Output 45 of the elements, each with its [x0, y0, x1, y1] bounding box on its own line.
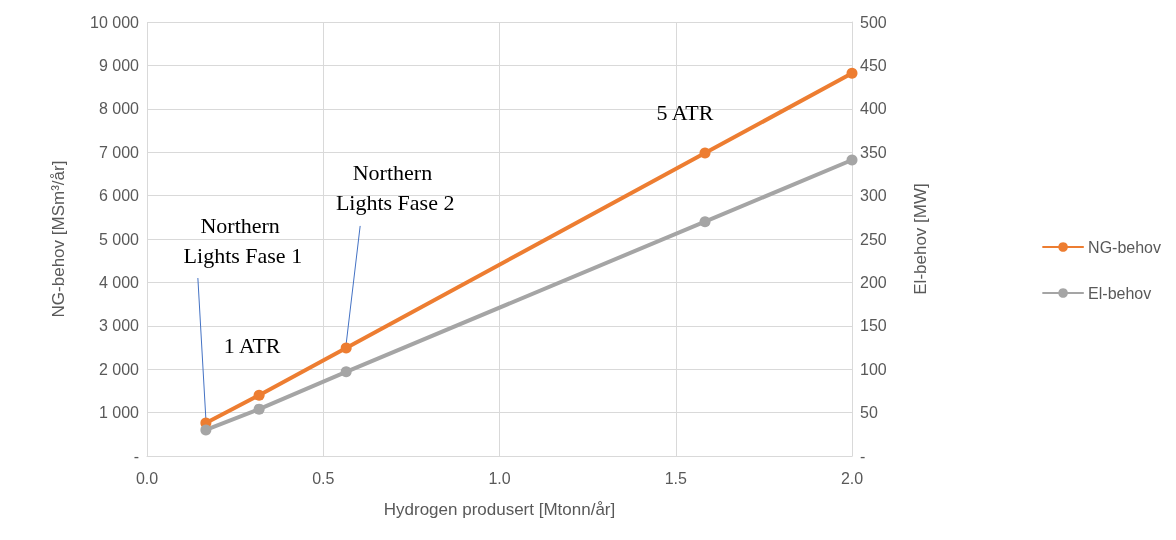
x-tick-label: 0.5: [312, 469, 335, 487]
y-tick-label: 10 000: [90, 13, 140, 31]
y2-tick-label: 450: [860, 56, 887, 74]
point: [846, 154, 858, 166]
y-tick-label: 8 000: [98, 100, 140, 118]
y-tick-label: 6 000: [98, 187, 140, 205]
y2-tick-label: -: [860, 447, 866, 465]
point: [340, 366, 352, 378]
y2-tick-label: 400: [860, 100, 887, 118]
point: [846, 67, 858, 79]
point: [699, 216, 711, 228]
annotation: 5 ATR: [656, 99, 714, 125]
legend-label: NG-behov: [1088, 238, 1161, 256]
y-tick-label: 4 000: [98, 273, 140, 291]
y2-tick-label: 150: [860, 317, 887, 335]
y-tick-label: 9 000: [98, 56, 140, 74]
y-tick-label: 1 000: [98, 404, 140, 422]
annotation: Northern Lights Fase 1: [183, 212, 303, 268]
y2-tick-label: 50: [860, 404, 878, 422]
point: [699, 147, 711, 159]
point: [340, 342, 352, 354]
y2-tick-label: 500: [860, 13, 887, 31]
y-axis-title: NG-behov [MSm³/år]: [49, 160, 68, 318]
point: [200, 424, 212, 436]
y2-axis-title: El-behov [MW]: [911, 183, 930, 295]
x-tick-label: 1.5: [664, 469, 687, 487]
y-tick-label: -: [133, 447, 139, 465]
y-tick-label: 5 000: [98, 230, 140, 248]
y-tick-label: 3 000: [98, 317, 140, 335]
y2-tick-label: 300: [860, 187, 887, 205]
y-tick-label: 7 000: [98, 143, 140, 161]
y2-tick-label: 350: [860, 143, 887, 161]
legend-label: El-behov: [1088, 284, 1152, 302]
y2-tick-label: 200: [860, 273, 887, 291]
x-tick-label: 2.0: [840, 469, 864, 487]
y-tick-label: 2 000: [98, 360, 140, 378]
y2-tick-label: 100: [860, 360, 887, 378]
x-axis-title: Hydrogen produsert [Mtonn/år]: [383, 500, 616, 519]
point: [253, 389, 265, 401]
y2-tick-label: 250: [860, 230, 887, 248]
annotation: 1 ATR: [223, 332, 281, 358]
x-tick-label: 0.0: [135, 469, 159, 487]
annotation: Northern Lights Fase 2: [335, 160, 455, 216]
point: [253, 403, 265, 415]
x-tick-label: 1.0: [488, 469, 511, 487]
